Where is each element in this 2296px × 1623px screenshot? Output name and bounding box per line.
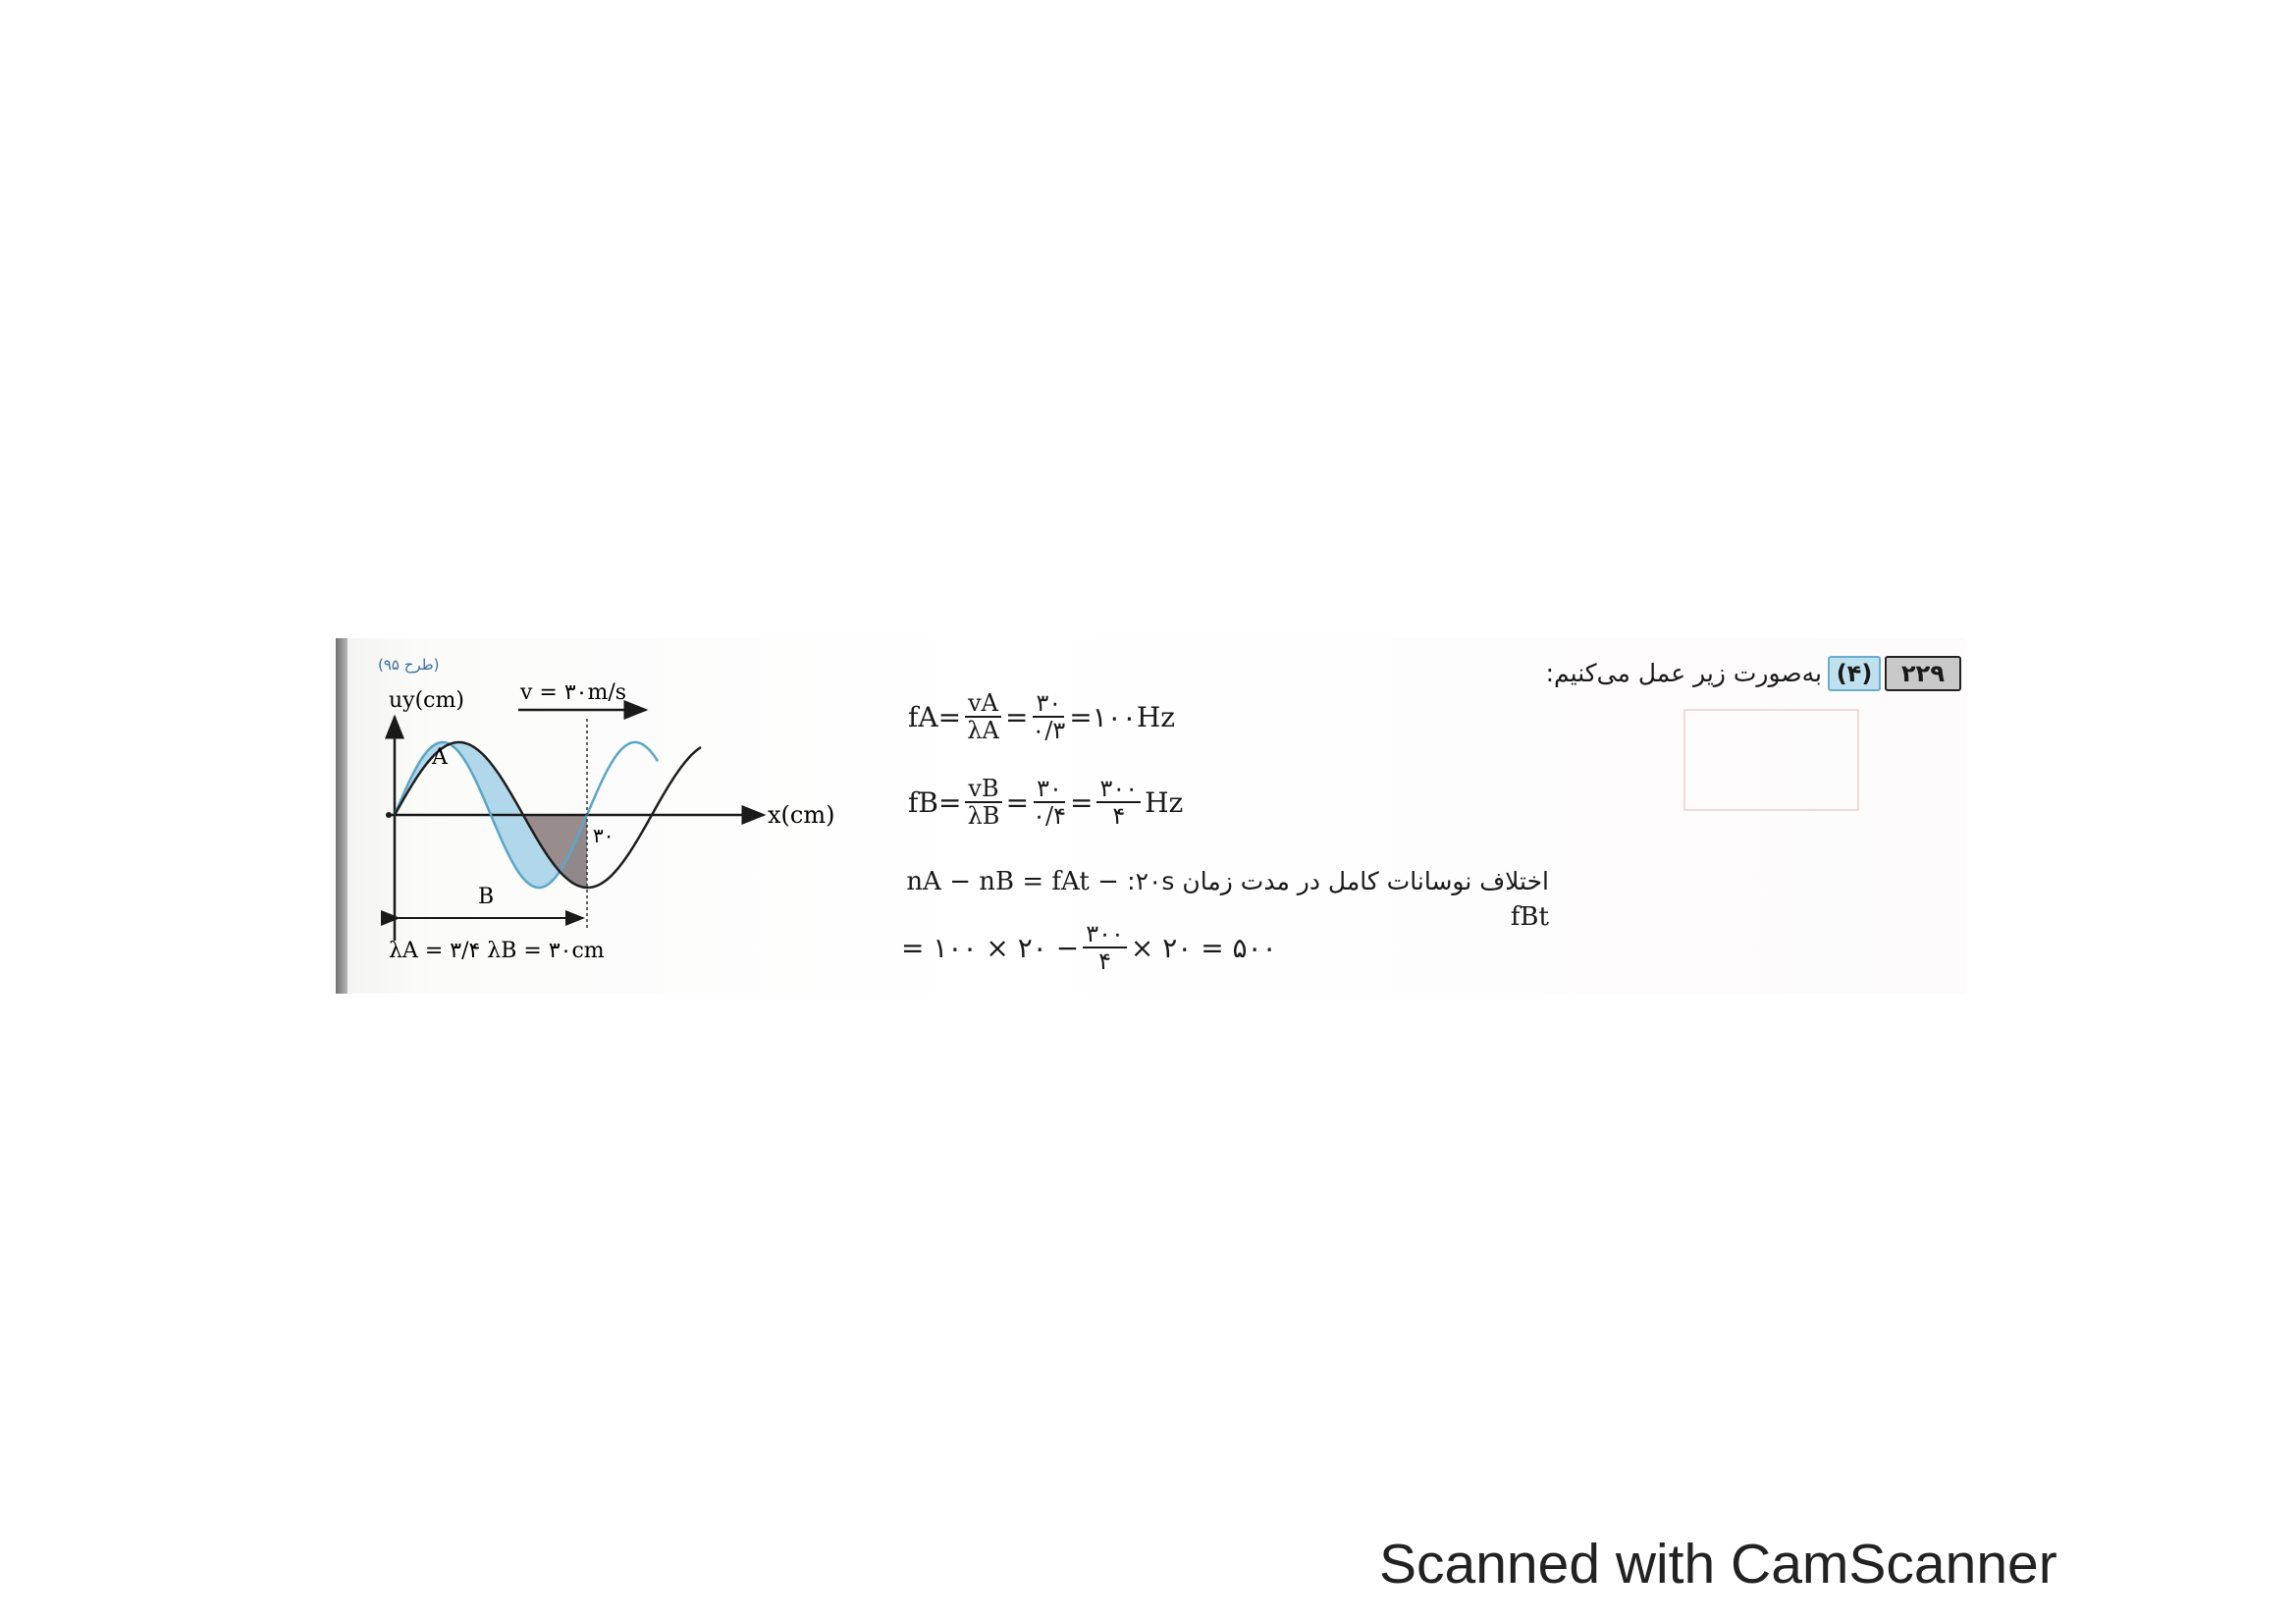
- source-note: (طرح ۹۵): [378, 656, 440, 674]
- wave-a-label: A: [431, 745, 449, 770]
- wave-figure: uy(cm) x(cm) v = ۳۰m/s A B ۳۰ λA = ۳/۴ λ…: [381, 680, 834, 963]
- page-edge-shadow: [336, 638, 347, 994]
- answer-badge: (۴): [1828, 656, 1881, 691]
- fb-fraction-3: ۳۰۰ ۴: [1096, 776, 1142, 829]
- fa-fraction-2: ۳۰ ۰/۳: [1032, 689, 1066, 744]
- equation-fa: fA = vA λA = ۳۰ ۰/۳ = ۱۰۰Hz: [908, 689, 1176, 744]
- fb-lhs: fB: [908, 785, 938, 819]
- final-fraction: ۳۰۰ ۴: [1083, 921, 1127, 974]
- difference-formula: nA − nB = fAt − fBt: [906, 867, 1549, 932]
- origin-dot: [386, 812, 392, 818]
- fa-lhs: fA: [908, 700, 938, 733]
- camscanner-watermark: Scanned with CamScanner: [1379, 1533, 2057, 1596]
- difference-line: اختلاف نوسانات کامل در مدت زمان ۲۰s: nA …: [901, 864, 1549, 932]
- question-intro: به‌صورت زیر عمل می‌کنیم:: [1545, 659, 1822, 687]
- fa-result: ۱۰۰Hz: [1092, 700, 1176, 733]
- fb-fraction-1: vB λB: [965, 776, 1002, 829]
- equation-final: = ۱۰۰ × ۲۰ − ۳۰۰ ۴ × ۲۰ = ۵۰۰: [901, 920, 1277, 975]
- y-axis-label: uy(cm): [389, 688, 464, 713]
- wave-curve-a: [393, 740, 660, 890]
- bleed-through-box: [1683, 709, 1859, 811]
- difference-text: اختلاف نوسانات کامل در مدت زمان ۲۰s:: [1127, 867, 1549, 895]
- tick-label-30: ۳۰: [593, 824, 614, 847]
- fa-fraction-1: vA λA: [965, 690, 1001, 743]
- x-axis-label: x(cm): [768, 801, 834, 829]
- question-number: ۲۲۹: [1885, 656, 1961, 691]
- fill-region-b: [395, 815, 587, 888]
- velocity-label: v = ۳۰m/s: [519, 680, 626, 705]
- fb-fraction-2: ۳۰ ۰/۴: [1033, 775, 1066, 830]
- fb-unit: Hz: [1145, 785, 1184, 819]
- wave-curve-b: [393, 740, 702, 890]
- wave-b-label: B: [478, 885, 494, 909]
- equation-fb: fB = vB λB = ۳۰ ۰/۴ = ۳۰۰ ۴ Hz: [908, 775, 1184, 830]
- wavelength-relation: λA = ۳/۴ λB = ۳۰cm: [389, 939, 605, 963]
